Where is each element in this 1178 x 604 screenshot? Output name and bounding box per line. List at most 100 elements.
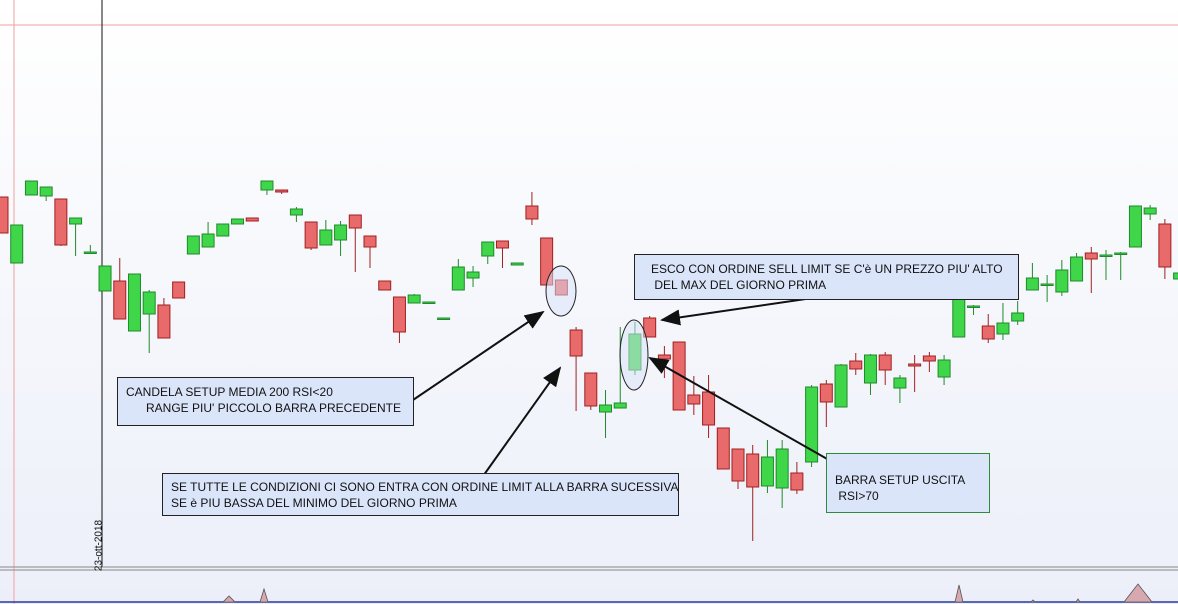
candle-body <box>775 448 789 489</box>
indicator-peak <box>222 595 236 603</box>
candle-body <box>1070 256 1084 282</box>
candle-body <box>746 453 760 488</box>
candle-body <box>1114 252 1128 255</box>
candle-body <box>201 233 215 248</box>
candle-body <box>275 189 289 193</box>
candle-body <box>260 180 274 191</box>
candle-body <box>922 355 936 362</box>
candle-body <box>1143 207 1157 215</box>
candle-body <box>967 305 981 308</box>
candle-body <box>1173 272 1178 280</box>
candle-body <box>760 456 774 487</box>
candle-body <box>599 404 613 413</box>
candle-body <box>334 224 348 241</box>
candle-body <box>437 317 451 320</box>
candle-body <box>834 364 848 408</box>
candle-body <box>363 235 377 248</box>
candle-body <box>716 427 730 470</box>
annotation-entry: SE TUTTE LE CONDIZIONI CI SONO ENTRA CON… <box>162 473 679 516</box>
candle-body <box>289 208 303 216</box>
candle-body <box>392 296 406 333</box>
candle-body <box>304 221 318 249</box>
annotation-line: CANDELA SETUP MEDIA 200 RSI<20 <box>126 385 333 399</box>
candle-body <box>805 386 819 463</box>
annotation-line: ESCO CON ORDINE SELL LIMIT SE C'è UN PRE… <box>651 262 1003 276</box>
candle-body <box>613 402 627 409</box>
exit-setup-highlight <box>619 319 649 391</box>
candle-body <box>981 325 995 340</box>
annotation-arrow <box>648 357 851 473</box>
candle-body <box>0 196 9 234</box>
candle-body <box>996 322 1010 335</box>
annotation-line: DEL MAX DEL GIORNO PRIMA <box>651 278 827 292</box>
candle-body <box>172 281 186 299</box>
indicator-peak <box>259 587 269 603</box>
candle-body <box>186 235 200 255</box>
annotation-line: SE è PIU BASSA DEL MINIMO DEL GIORNO PRI… <box>171 496 457 510</box>
candle-body <box>231 218 245 225</box>
candle-body <box>937 359 951 378</box>
candle-body <box>731 448 745 482</box>
candle-body <box>142 291 156 315</box>
candle-body <box>908 363 922 367</box>
indicator-peak <box>954 584 964 603</box>
candle-body <box>422 301 436 304</box>
candle-body <box>127 273 141 332</box>
candle-body <box>569 329 583 357</box>
indicator-peak <box>1075 598 1081 603</box>
candle-body <box>407 294 421 304</box>
annotation-arrow <box>475 366 562 487</box>
candle-body <box>466 271 480 279</box>
candle-body <box>10 224 24 264</box>
candle-body <box>113 280 127 320</box>
candle-body <box>687 394 701 405</box>
candle-body <box>672 341 686 411</box>
annotation-line: BARRA SETUP USCITA <box>835 473 966 487</box>
candle-body <box>348 214 362 229</box>
candle-body <box>819 383 833 403</box>
candle-body <box>83 251 97 254</box>
candle-body <box>1099 254 1113 257</box>
annotation-line: SE TUTTE LE CONDIZIONI CI SONO ENTRA CON… <box>171 480 679 494</box>
candle-body <box>39 186 53 197</box>
candle-body <box>1055 269 1069 293</box>
candle-body <box>525 205 539 220</box>
candle-body <box>157 304 171 339</box>
candle-body <box>245 217 259 222</box>
candle-body <box>1040 283 1054 286</box>
candle-body <box>1025 277 1039 291</box>
annotation-line: RSI>70 <box>835 489 879 503</box>
candle-body <box>849 360 863 370</box>
annotation-exit-setup: BARRA SETUP USCITA RSI>70 <box>826 453 990 513</box>
candle-body <box>702 391 716 426</box>
candle-body <box>216 223 230 237</box>
candle-body <box>893 377 907 389</box>
annotation-setup-candle: CANDELA SETUP MEDIA 200 RSI<20 RANGE PIU… <box>117 377 414 426</box>
candle-body <box>863 354 877 384</box>
candle-body <box>584 372 598 407</box>
annotation-exit: ESCO CON ORDINE SELL LIMIT SE C'è UN PRE… <box>634 254 1019 300</box>
candle-body <box>54 198 68 246</box>
candle-body <box>510 262 524 266</box>
candle-body <box>451 266 465 291</box>
candle-body <box>878 354 892 371</box>
candle-body <box>495 240 509 249</box>
setup-candle-highlight <box>545 265 577 317</box>
indicator-peak <box>1123 583 1153 603</box>
candle-body <box>24 180 38 196</box>
candle-body <box>1128 205 1142 248</box>
annotation-arrow <box>412 310 545 401</box>
candle-body <box>790 472 804 491</box>
candle-body <box>1084 252 1098 260</box>
candle-body <box>1158 223 1172 268</box>
candle-body <box>378 280 392 291</box>
candle-body <box>69 217 83 225</box>
candle-body <box>643 317 657 338</box>
candle-body <box>481 241 495 257</box>
candle-body <box>98 265 112 292</box>
candle-body <box>319 229 333 246</box>
candle-body <box>1011 312 1025 322</box>
candle-body <box>657 354 671 360</box>
annotation-line: RANGE PIU' PICCOLO BARRA PRECEDENTE <box>126 401 402 415</box>
